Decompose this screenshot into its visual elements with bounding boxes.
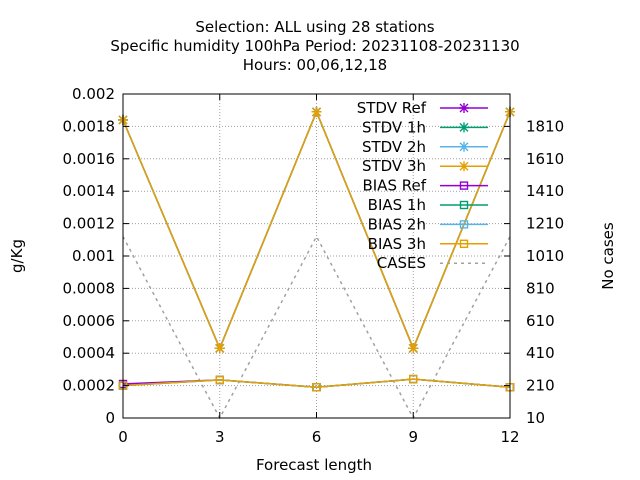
- y2-tick-label: 1210: [526, 215, 564, 233]
- y2-tick-label: 610: [526, 312, 555, 330]
- x-tick-label: 3: [215, 428, 225, 446]
- y2-tick-label: 1610: [526, 150, 564, 168]
- title-line: Specific humidity 100hPa Period: 2023110…: [110, 37, 519, 55]
- legend-item: BIAS Ref: [362, 177, 488, 195]
- title-line: Hours: 00,06,12,18: [243, 56, 387, 74]
- y-tick-label: 0.002: [72, 85, 115, 103]
- x-axis-label: Forecast length: [256, 456, 372, 474]
- y2-tick-label: 410: [526, 344, 555, 362]
- y-tick-label: 0.001: [72, 247, 115, 265]
- legend-label: BIAS Ref: [362, 177, 426, 195]
- legend-marker: [459, 200, 469, 210]
- grid: [123, 94, 510, 418]
- y-tick-label: 0.0014: [63, 182, 116, 200]
- legend-marker: [459, 103, 469, 113]
- legend-marker: [459, 122, 469, 133]
- y2-axis-label: No cases: [599, 222, 617, 290]
- legend-label: STDV 2h: [362, 138, 426, 156]
- legend-marker: [459, 239, 469, 249]
- y-tick-label: 0.0012: [63, 215, 116, 233]
- legend-label: BIAS 2h: [368, 215, 426, 233]
- legend-marker: [459, 220, 469, 229]
- title-line: Selection: ALL using 28 stations: [195, 18, 434, 36]
- series-line: [122, 378, 511, 388]
- x-tick-label: 6: [312, 428, 322, 446]
- legend-marker: [459, 161, 469, 172]
- y-tick-label: 0.0006: [63, 312, 116, 330]
- y-tick-label: 0.0002: [63, 377, 116, 395]
- legend-item: STDV 2h: [362, 138, 488, 156]
- legend-marker: [459, 181, 469, 190]
- legend-item: BIAS 3h: [368, 235, 488, 253]
- data-point: [311, 106, 322, 117]
- data-point: [214, 343, 225, 354]
- legend-label: BIAS 1h: [368, 196, 426, 214]
- legend-item: CASES: [377, 254, 488, 272]
- y-tick-label: 0.0018: [63, 117, 116, 135]
- y2-tick-label: 1810: [526, 117, 564, 135]
- x-tick-label: 0: [118, 428, 128, 446]
- y2-tick-label: 210: [526, 377, 555, 395]
- data-point: [408, 343, 419, 354]
- x-tick-label: 12: [500, 428, 519, 446]
- legend-label: STDV 3h: [362, 157, 426, 175]
- y-tick-label: 0.0008: [63, 279, 116, 297]
- axis-ticks: 0 3 6 9 12 0 0.0002 0.0004 0.0006 0.0008 0.001 0.00…: [63, 85, 565, 446]
- data-point: [215, 375, 224, 385]
- y-tick-label: 0: [105, 409, 115, 427]
- legend-label: STDV 1h: [362, 118, 426, 136]
- legend-item: STDV Ref: [357, 99, 488, 117]
- y-axis-label: g/Kg: [8, 239, 26, 273]
- y2-tick-label: 1010: [526, 247, 564, 265]
- legend-item: BIAS 2h: [368, 215, 488, 233]
- x-tick-label: 9: [408, 428, 418, 446]
- y2-tick-label: 1410: [526, 182, 564, 200]
- y-tick-label: 0.0004: [63, 344, 116, 362]
- legend-item: STDV 1h: [362, 118, 488, 136]
- legend-marker: [459, 141, 469, 152]
- chart-title: Selection: ALL using 28 stationsSpecific…: [110, 18, 519, 74]
- y2-tick-label: 10: [526, 409, 545, 427]
- legend-label: STDV Ref: [357, 99, 427, 117]
- legend-item: BIAS 1h: [368, 196, 488, 214]
- legend-label: BIAS 3h: [368, 235, 426, 253]
- data-point: [312, 383, 321, 392]
- y2-tick-label: 810: [526, 279, 555, 297]
- legend-label: CASES: [377, 254, 426, 272]
- data-point: [409, 374, 418, 384]
- y-tick-label: 0.0016: [63, 150, 116, 168]
- legend-item: STDV 3h: [362, 157, 488, 175]
